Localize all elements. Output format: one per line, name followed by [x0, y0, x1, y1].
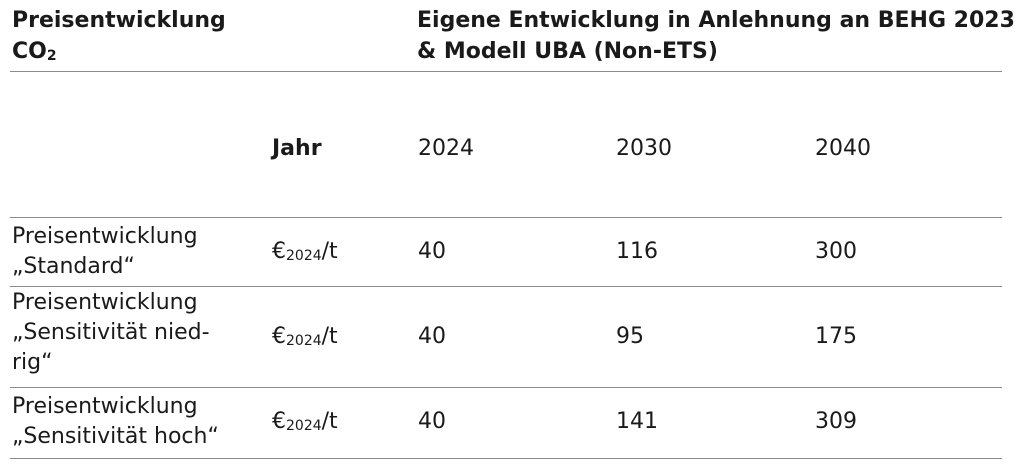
row-low-unit: €2024/t	[272, 324, 338, 349]
header-title-line2: CO2	[12, 37, 57, 66]
year-2024: 2024	[418, 136, 474, 161]
table-bottom-divider	[10, 458, 1002, 459]
row-high-value-2040: 309	[815, 409, 857, 434]
row-low-label-line2: „Sensitivität nied-	[12, 320, 210, 345]
row-high-unit: €2024/t	[272, 409, 338, 434]
row-low-label-line1: Preisentwicklung	[12, 290, 198, 315]
header-source-line1: Eigene Entwicklung in Anlehnung an BEHG …	[417, 8, 1015, 33]
header-divider	[10, 71, 1002, 72]
row-standard-value-2024: 40	[418, 239, 446, 264]
year-2030: 2030	[616, 136, 672, 161]
row-standard-label-line1: Preisentwicklung	[12, 224, 198, 249]
year-label: Jahr	[272, 136, 322, 161]
row-standard-value-2040: 300	[815, 239, 857, 264]
co2-subscript: 2	[46, 48, 57, 64]
row-high-label-line1: Preisentwicklung	[12, 394, 198, 419]
row-standard-label-line2: „Standard“	[12, 254, 135, 279]
co2-text: CO	[12, 39, 47, 64]
row-low-label-line3: rig“	[12, 350, 53, 375]
row-low-value-2024: 40	[418, 324, 446, 349]
header-title-line1: Preisentwicklung	[12, 8, 226, 33]
year-2040: 2040	[815, 136, 871, 161]
row-low-value-2030: 95	[616, 324, 644, 349]
row-high-value-2030: 141	[616, 409, 658, 434]
year-row-divider	[10, 217, 1002, 218]
row-standard-unit: €2024/t	[272, 239, 338, 264]
header-source-line2: & Modell UBA (Non-ETS)	[417, 39, 718, 64]
row1-divider	[10, 286, 1002, 287]
row-high-label-line2: „Sensitivität hoch“	[12, 424, 219, 449]
row-high-value-2024: 40	[418, 409, 446, 434]
row-standard-value-2030: 116	[616, 239, 658, 264]
row2-divider	[10, 387, 1002, 388]
row-low-value-2040: 175	[815, 324, 857, 349]
